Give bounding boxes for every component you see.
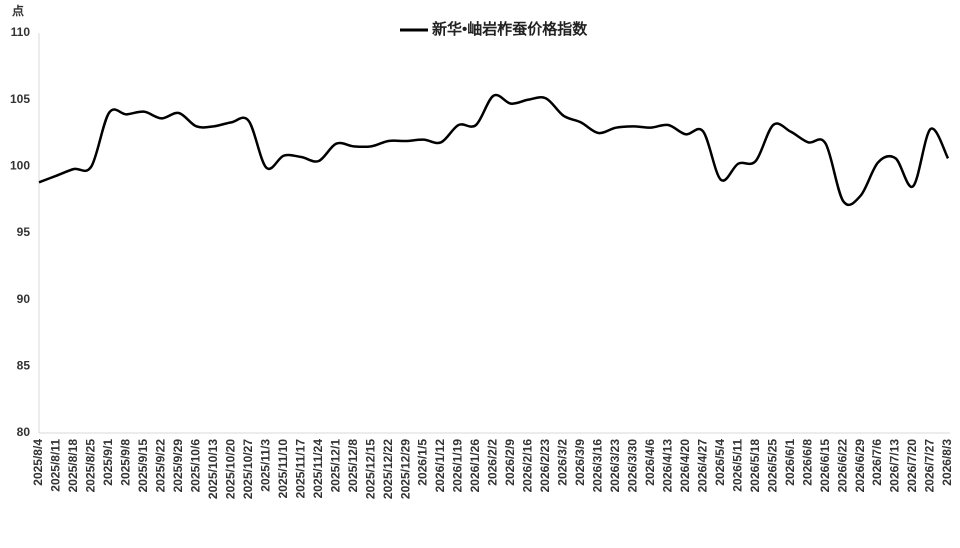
y-tick-label: 85	[17, 359, 31, 373]
x-tick-label: 2026/3/9	[573, 439, 587, 486]
x-tick-label: 2025/8/11	[49, 439, 63, 492]
x-tick-label: 2026/8/3	[940, 439, 954, 486]
x-tick-label: 2025/8/18	[66, 439, 80, 493]
x-tick-label: 2026/4/13	[660, 439, 674, 493]
x-tick-label: 2025/10/13	[206, 439, 220, 499]
x-tick-label: 2026/2/23	[538, 439, 552, 493]
x-tick-label: 2026/3/30	[626, 439, 640, 493]
legend-label: 新华•岫岩柞蚕价格指数	[432, 20, 588, 38]
y-tick-label: 110	[11, 25, 31, 39]
x-tick-label: 2026/4/20	[678, 439, 692, 493]
x-tick-label: 2025/11/10	[276, 439, 290, 499]
x-tick-label: 2026/1/19	[451, 439, 465, 493]
x-tick-label: 2026/3/2	[556, 439, 570, 486]
series-line	[38, 93, 950, 207]
x-tick-label: 2025/12/1	[328, 439, 342, 493]
x-tick-label: 2026/7/13	[888, 439, 902, 493]
x-tick-label: 2025/12/22	[381, 439, 395, 499]
x-tick-label: 2025/9/8	[119, 439, 133, 486]
x-tick-label: 2025/12/29	[398, 439, 412, 499]
y-tick-label: 80	[17, 425, 31, 439]
x-tick-label: 2026/2/16	[521, 439, 535, 493]
x-tick-label: 2025/10/6	[188, 439, 202, 493]
x-tick-label: 2025/11/24	[311, 439, 325, 499]
x-tick-label: 2025/11/3	[258, 439, 272, 492]
x-tick-label: 2026/7/6	[870, 439, 884, 486]
x-tick-label: 2025/9/29	[171, 439, 185, 493]
x-tick-label: 2026/6/1	[783, 439, 797, 486]
x-tick-label: 2025/10/20	[223, 439, 237, 499]
x-tick-label: 2026/1/12	[433, 439, 447, 493]
x-tick-label: 2026/2/9	[503, 439, 517, 486]
x-tick-label: 2026/6/15	[818, 439, 832, 493]
x-tick-label: 2026/7/27	[923, 439, 937, 493]
x-tick-label: 2026/4/6	[643, 439, 657, 486]
x-tick-label: 2026/6/8	[800, 439, 814, 486]
x-tick-label: 2026/3/16	[591, 439, 605, 493]
x-tick-label: 2025/8/4	[31, 439, 45, 486]
x-tick-label: 2025/9/22	[154, 439, 168, 493]
x-tick-label: 2026/2/2	[486, 439, 500, 486]
x-tick-label: 2026/6/29	[853, 439, 867, 493]
x-tick-label: 2025/10/27	[241, 439, 255, 499]
x-tick-label: 2026/4/27	[695, 439, 709, 493]
x-tick-label: 2026/5/4	[713, 439, 727, 486]
x-tick-label: 2026/1/26	[468, 439, 482, 493]
x-tick-label: 2025/11/17	[293, 439, 307, 499]
x-tick-label: 2026/1/5	[416, 439, 430, 486]
y-tick-label: 95	[17, 225, 31, 239]
y-tick-label: 100	[10, 159, 30, 173]
x-tick-label: 2026/3/23	[608, 439, 622, 493]
x-tick-label: 2026/5/11	[730, 439, 744, 492]
y-tick-label: 105	[10, 92, 30, 106]
x-tick-label: 2025/12/15	[363, 439, 377, 499]
x-tick-label: 2026/6/22	[835, 439, 849, 493]
x-tick-label: 2026/7/20	[905, 439, 919, 493]
x-tick-label: 2025/12/8	[346, 439, 360, 493]
x-tick-label: 2026/5/25	[765, 439, 779, 493]
x-tick-label: 2026/5/18	[748, 439, 762, 493]
x-tick-label: 2025/9/1	[101, 439, 115, 486]
y-axis-label: 点	[12, 3, 24, 18]
x-tick-label: 2025/8/25	[84, 439, 98, 493]
x-tick-label: 2025/9/15	[136, 439, 150, 493]
y-tick-label: 90	[17, 292, 31, 306]
